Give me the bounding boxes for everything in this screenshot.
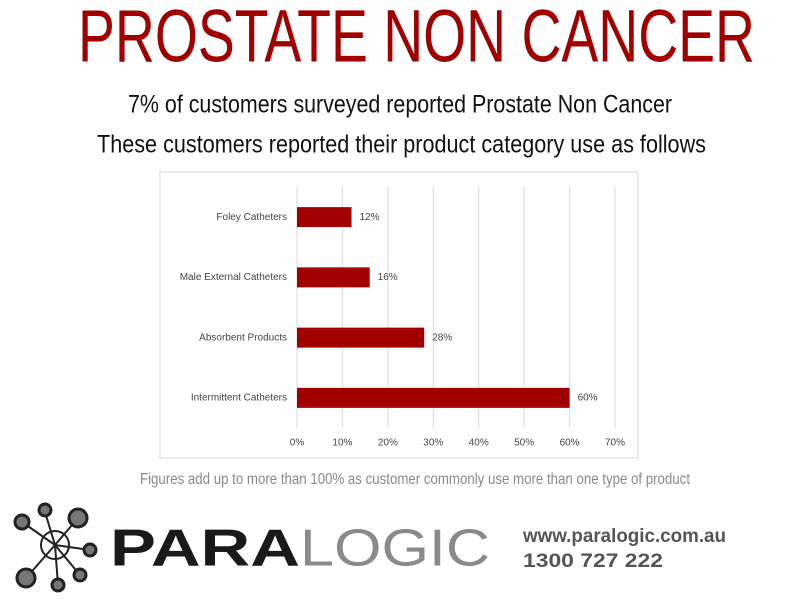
logo-nodes: [13, 502, 98, 593]
x-tick-label: 30%: [423, 438, 443, 449]
bar: [297, 207, 352, 228]
x-tick-label: 20%: [378, 438, 398, 449]
bar: [297, 327, 425, 348]
y-tick-label: Male External Catheters: [180, 272, 287, 283]
x-tick-label: 50%: [514, 438, 534, 449]
x-tick-label: 60%: [560, 438, 580, 449]
website: www.paralogic.com.au: [522, 526, 726, 547]
logo-text: PARA: [110, 520, 300, 578]
x-tick-label: 10%: [332, 438, 352, 449]
chart-frame: [159, 171, 639, 459]
chart-note: Figures add up to more than 100% as cust…: [140, 471, 690, 488]
subtitle: These customers reported their product c…: [97, 131, 706, 159]
y-tick-label: Absorbent Products: [199, 332, 287, 343]
x-tick-label: 40%: [469, 438, 489, 449]
value-label: 60%: [578, 393, 598, 404]
y-tick-label: Intermittent Catheters: [191, 393, 287, 404]
x-tick-label: 70%: [605, 438, 625, 449]
bar: [297, 267, 370, 288]
value-label: 28%: [432, 332, 452, 343]
x-tick-label: 0%: [290, 438, 305, 449]
y-tick-label: Foley Catheters: [216, 212, 287, 223]
value-label: 16%: [378, 272, 398, 283]
bar: [297, 387, 570, 408]
plot: 0% 10% 20% 30% 40% 50% 60% 70% Foley Catheters 12…: [180, 187, 625, 449]
value-label: 12%: [360, 212, 380, 223]
subtitle: 7% of customers surveyed reported Prosta…: [128, 91, 672, 119]
logo-text: LOGIC: [300, 520, 490, 578]
phone: 1300 727 222: [523, 551, 663, 572]
title: PROSTATE NON CANCER: [78, 0, 755, 78]
